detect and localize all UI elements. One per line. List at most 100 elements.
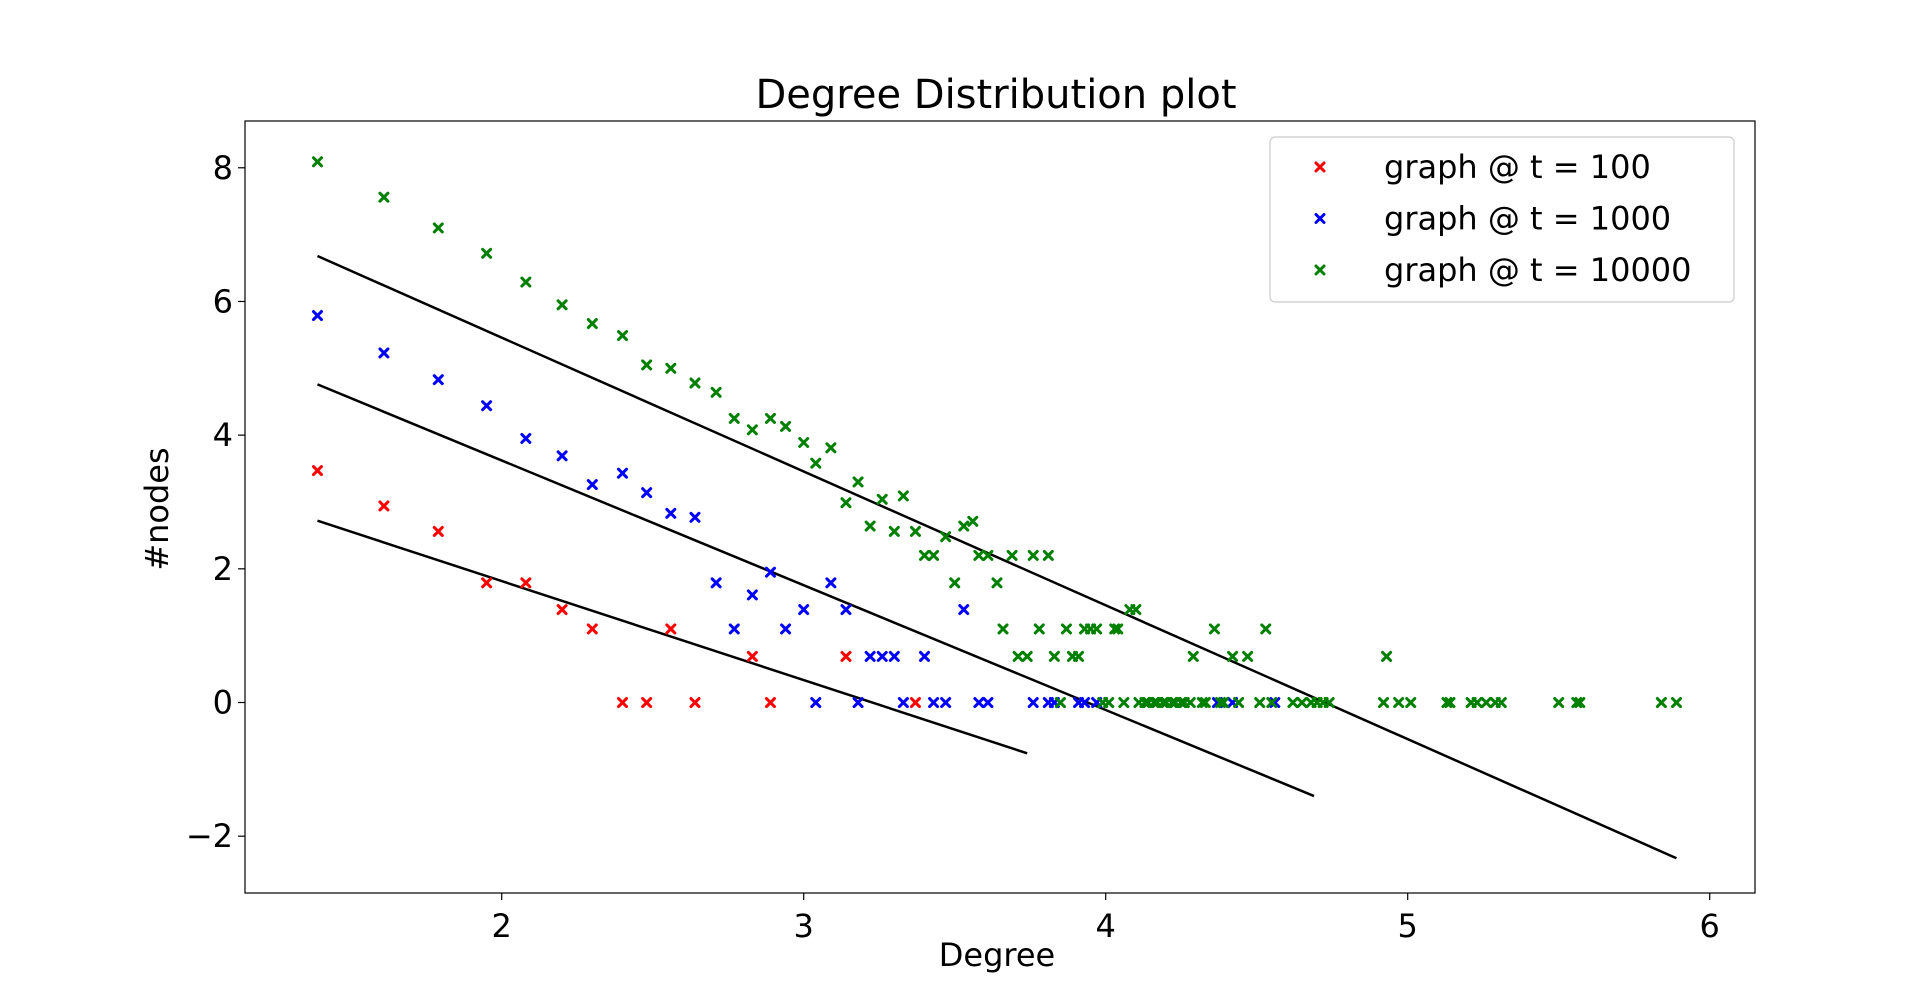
data-point: [1006, 549, 1018, 561]
data-point: [764, 566, 776, 578]
data-point: [1187, 650, 1199, 662]
data-point: [746, 650, 758, 662]
legend-marker: [1314, 213, 1326, 224]
data-point: [967, 515, 979, 527]
y-tick-label: 2: [213, 550, 233, 588]
series-points: [311, 156, 1682, 709]
data-point: [1233, 697, 1245, 709]
data-point: [641, 487, 653, 499]
data-point: [432, 374, 444, 386]
data-point: [876, 493, 888, 505]
data-point: [311, 310, 323, 322]
data-point: [378, 347, 390, 359]
data-point: [825, 442, 837, 454]
data-point: [1553, 697, 1565, 709]
data-point: [641, 359, 653, 371]
data-point: [1109, 623, 1121, 635]
data-point: [798, 436, 810, 448]
y-axis-label: #nodes: [138, 447, 176, 570]
data-point: [1157, 697, 1169, 709]
plot-frame: [244, 120, 1756, 894]
data-point: [641, 697, 653, 709]
data-point: [710, 577, 722, 589]
data-point: [311, 465, 323, 477]
legend-label: graph @ t = 100: [1384, 148, 1651, 186]
data-point: [997, 623, 1009, 635]
data-point: [1495, 697, 1507, 709]
fit-line: [317, 383, 1315, 798]
data-point: [780, 420, 792, 432]
fit-line: [316, 254, 1677, 860]
y-tick-label: 0: [213, 684, 233, 722]
data-point: [617, 330, 628, 342]
x-tick-label: 5: [1398, 907, 1418, 945]
data-point: [1242, 650, 1254, 662]
data-point: [764, 412, 776, 424]
data-point: [940, 697, 952, 709]
data-point: [689, 697, 701, 709]
legend-marker: [1314, 264, 1326, 276]
data-point: [378, 500, 390, 512]
data-point: [1471, 697, 1483, 709]
data-point: [432, 525, 444, 537]
y-axis: −2 0 2 4 6 8: [186, 149, 245, 855]
data-point: [689, 377, 701, 389]
chart-title: Degree Distribution plot: [755, 72, 1236, 118]
data-point: [481, 400, 493, 412]
data-point: [586, 318, 598, 330]
data-point: [481, 577, 493, 589]
data-point: [810, 697, 822, 709]
data-point: [798, 604, 810, 616]
data-point: [1670, 697, 1682, 709]
data-point: [1021, 650, 1033, 662]
data-point: [1574, 697, 1586, 709]
y-tick-label: 8: [213, 149, 233, 187]
data-point: [825, 577, 837, 589]
data-point: [1444, 697, 1456, 709]
data-point: [728, 623, 740, 635]
data-point: [586, 623, 598, 635]
data-point: [520, 577, 532, 589]
data-point: [876, 650, 888, 662]
data-point: [378, 191, 390, 203]
data-point: [897, 490, 909, 502]
data-point: [1393, 697, 1405, 709]
data-point: [1571, 697, 1583, 709]
data-point: [1378, 697, 1390, 709]
data-point: [617, 697, 628, 709]
data-point: [897, 697, 909, 709]
data-point: [1166, 697, 1178, 709]
data-point: [1287, 697, 1299, 709]
data-point: [617, 467, 628, 479]
data-point: [1033, 623, 1045, 635]
data-point: [1260, 623, 1272, 635]
x-tick-label: 4: [1096, 907, 1116, 945]
plot-content: [311, 156, 1682, 860]
data-point: [1196, 697, 1208, 709]
data-point: [746, 589, 758, 601]
data-point: [909, 525, 921, 537]
legend-frame: [1269, 136, 1735, 303]
data-point: [1112, 623, 1124, 635]
data-point: [1139, 697, 1151, 709]
data-point: [1130, 604, 1142, 616]
data-point: [710, 386, 722, 398]
data-point: [810, 457, 822, 469]
legend-marker: [1314, 161, 1326, 173]
data-point: [1103, 697, 1115, 709]
data-point: [1012, 650, 1024, 662]
data-point: [665, 362, 677, 374]
data-point: [1208, 623, 1220, 635]
data-point: [840, 497, 852, 509]
data-point: [311, 156, 323, 168]
data-point: [958, 604, 970, 616]
data-point: [1079, 697, 1091, 709]
data-point: [689, 511, 701, 523]
data-point: [1214, 697, 1226, 709]
data-point: [520, 432, 532, 444]
data-point: [1148, 697, 1160, 709]
data-point: [1091, 623, 1103, 635]
data-point: [1480, 697, 1492, 709]
data-point: [1254, 697, 1266, 709]
